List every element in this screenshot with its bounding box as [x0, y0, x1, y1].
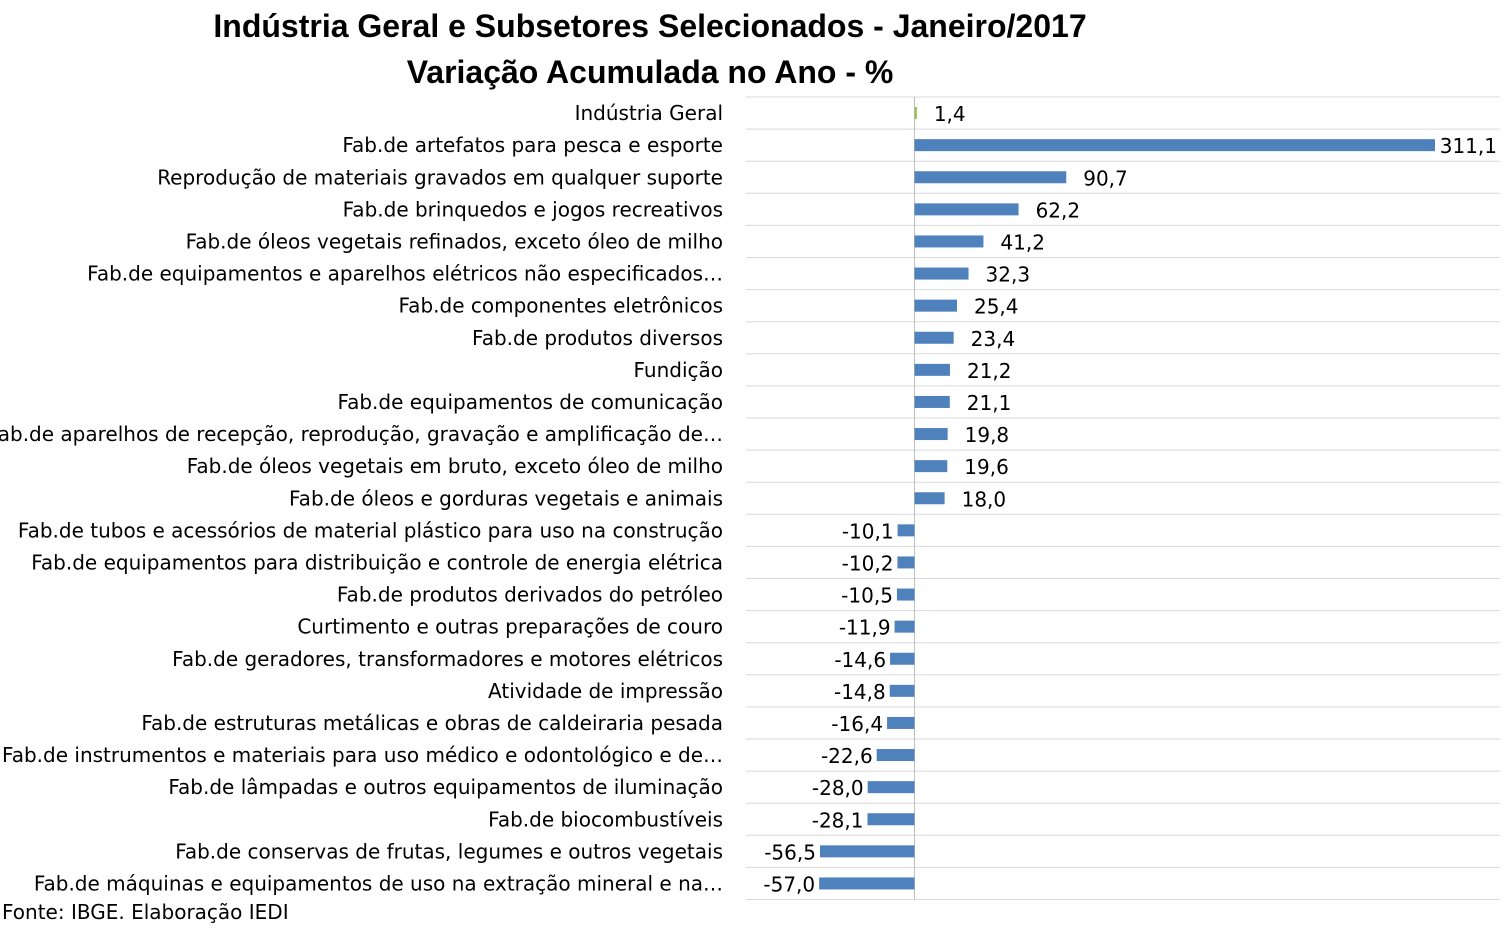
bar — [914, 460, 948, 473]
bar — [914, 235, 984, 248]
data-label: -16,4 — [831, 712, 883, 736]
bar — [914, 171, 1067, 184]
bar — [876, 749, 915, 762]
data-label: -28,0 — [812, 776, 864, 800]
data-label: 18,0 — [962, 487, 1007, 511]
data-label: 1,4 — [934, 102, 966, 126]
data-label: -56,5 — [764, 840, 816, 864]
data-label: -10,1 — [842, 519, 894, 543]
data-label: 21,2 — [967, 359, 1012, 383]
category-label: Fab.de equipamentos de comunicação — [337, 390, 723, 414]
source-note: Fonte: IBGE. Elaboração IEDI — [2, 900, 289, 924]
category-label: Fab.de equipamentos e aparelhos elétrico… — [87, 262, 723, 286]
category-label: Fab.de equipamentos para distribuição e … — [31, 550, 723, 574]
category-label: Fab.de conservas de frutas, legumes e ou… — [175, 839, 723, 863]
bar — [897, 556, 915, 569]
category-label: Fab.de tubos e acessórios de material pl… — [18, 518, 723, 542]
bar — [914, 139, 1435, 152]
bar — [914, 395, 950, 408]
data-label: 311,1 — [1440, 134, 1497, 158]
data-label: 32,3 — [986, 263, 1031, 287]
bar — [914, 267, 969, 280]
bar — [889, 684, 915, 697]
bar — [914, 203, 1019, 216]
category-label: Atividade de impressão — [488, 679, 723, 703]
bar — [897, 524, 915, 537]
data-label: 25,4 — [974, 295, 1019, 319]
bar — [914, 299, 957, 312]
category-label: Reprodução de materiais gravados em qual… — [157, 165, 723, 189]
data-label: 41,2 — [1000, 230, 1045, 254]
category-label: Curtimento e outras preparações de couro — [297, 615, 723, 639]
category-label: Fab.de óleos vegetais em bruto, exceto ó… — [187, 454, 723, 478]
data-label: 21,1 — [967, 391, 1012, 415]
bar — [867, 813, 915, 826]
bar — [914, 107, 917, 120]
bar — [914, 331, 954, 344]
bar — [894, 620, 915, 633]
category-label: Fab.de aparelhos de recepção, reprodução… — [0, 422, 723, 446]
category-label: Fab.de óleos vegetais refinados, exceto … — [186, 229, 723, 253]
bar — [890, 652, 915, 665]
category-label: Fab.de biocombustíveis — [488, 807, 723, 831]
bar — [867, 781, 915, 794]
category-label: Fab.de máquinas e equipamentos de uso na… — [34, 871, 723, 895]
data-label: -10,5 — [841, 584, 893, 608]
bar — [914, 428, 948, 441]
data-label: 19,6 — [964, 455, 1009, 479]
bar — [819, 845, 915, 858]
bar — [896, 588, 915, 601]
category-label: Fab.de produtos diversos — [472, 326, 723, 350]
category-label: Indústria Geral — [575, 101, 723, 125]
data-label: -10,2 — [842, 551, 894, 575]
bar — [914, 363, 950, 376]
data-label: -28,1 — [812, 808, 864, 832]
chart-subtitle: Variação Acumulada no Ano - % — [406, 54, 894, 90]
data-label: -57,0 — [763, 872, 815, 896]
bar — [914, 492, 945, 505]
category-label: Fab.de componentes eletrônicos — [399, 294, 723, 318]
category-label: Fab.de geradores, transformadores e moto… — [172, 647, 723, 671]
category-label: Fab.de estruturas metálicas e obras de c… — [141, 711, 723, 735]
data-label: 62,2 — [1036, 198, 1081, 222]
data-label: 19,8 — [965, 423, 1010, 447]
category-label: Fab.de instrumentos e materiais para uso… — [2, 743, 723, 767]
category-label: Fab.de artefatos para pesca e esporte — [342, 133, 723, 157]
chart-title: Indústria Geral e Subsetores Selecionado… — [213, 8, 1087, 44]
category-label: Fab.de lâmpadas e outros equipamentos de… — [168, 775, 723, 799]
data-label: 90,7 — [1083, 166, 1128, 190]
data-label: -14,8 — [834, 680, 886, 704]
data-label: -22,6 — [821, 744, 873, 768]
data-label: 23,4 — [971, 327, 1016, 351]
category-label: Fab.de óleos e gorduras vegetais e anima… — [289, 486, 723, 510]
bar — [819, 877, 915, 890]
bar — [887, 716, 915, 729]
category-label: Fundição — [633, 358, 723, 382]
category-label: Fab.de produtos derivados do petróleo — [337, 583, 723, 607]
data-label: -14,6 — [834, 648, 886, 672]
data-label: -11,9 — [839, 616, 891, 640]
category-label: Fab.de brinquedos e jogos recreativos — [343, 197, 723, 221]
